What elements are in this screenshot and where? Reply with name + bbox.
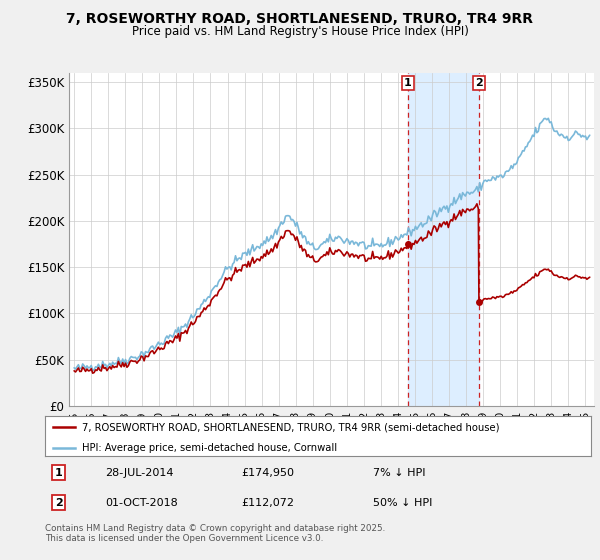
Text: Price paid vs. HM Land Registry's House Price Index (HPI): Price paid vs. HM Land Registry's House … <box>131 25 469 38</box>
Text: 50% ↓ HPI: 50% ↓ HPI <box>373 498 432 508</box>
Text: HPI: Average price, semi-detached house, Cornwall: HPI: Average price, semi-detached house,… <box>82 442 337 452</box>
Text: £174,950: £174,950 <box>242 468 295 478</box>
Text: 1: 1 <box>55 468 62 478</box>
Text: 7% ↓ HPI: 7% ↓ HPI <box>373 468 425 478</box>
Text: 28-JUL-2014: 28-JUL-2014 <box>105 468 173 478</box>
Text: 2: 2 <box>55 498 62 508</box>
Text: £112,072: £112,072 <box>242 498 295 508</box>
Text: 7, ROSEWORTHY ROAD, SHORTLANESEND, TRURO, TR4 9RR (semi-detached house): 7, ROSEWORTHY ROAD, SHORTLANESEND, TRURO… <box>82 422 500 432</box>
Text: 2: 2 <box>475 78 483 88</box>
Text: 01-OCT-2018: 01-OCT-2018 <box>105 498 178 508</box>
Bar <box>408 73 479 406</box>
Text: 1: 1 <box>404 78 412 88</box>
Text: Contains HM Land Registry data © Crown copyright and database right 2025.
This d: Contains HM Land Registry data © Crown c… <box>45 524 385 543</box>
Text: 7, ROSEWORTHY ROAD, SHORTLANESEND, TRURO, TR4 9RR: 7, ROSEWORTHY ROAD, SHORTLANESEND, TRURO… <box>67 12 533 26</box>
